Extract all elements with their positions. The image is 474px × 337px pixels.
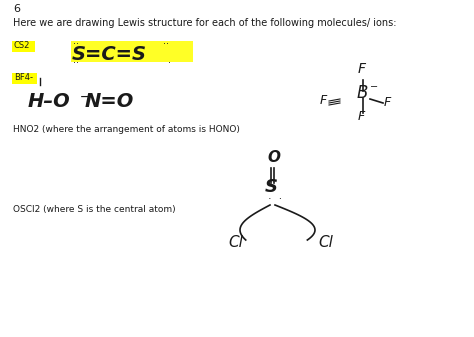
Text: Cl: Cl (318, 235, 333, 250)
Text: ··: ·· (73, 39, 79, 49)
Text: Here we are drawing Lewis structure for each of the following molecules/ ions:: Here we are drawing Lewis structure for … (13, 18, 396, 28)
FancyBboxPatch shape (71, 41, 193, 62)
Text: F: F (358, 62, 366, 76)
Text: O: O (267, 150, 280, 165)
Text: ·  ·: · · (268, 194, 282, 204)
Text: ··: ·· (163, 39, 169, 49)
Text: BF4-: BF4- (14, 73, 33, 82)
Text: −: − (370, 82, 378, 92)
Text: S: S (265, 178, 278, 196)
Text: ·: · (168, 58, 171, 68)
Text: F: F (384, 96, 391, 109)
FancyBboxPatch shape (12, 40, 36, 52)
Text: Cl: Cl (228, 235, 243, 250)
Text: ··: ·· (73, 58, 79, 68)
Text: 6: 6 (13, 4, 20, 14)
Text: OSCl2 (where S is the central atom): OSCl2 (where S is the central atom) (13, 205, 176, 214)
Text: N=O: N=O (85, 92, 134, 111)
Text: CS2: CS2 (14, 41, 30, 50)
Text: HNO2 (where the arrangement of atoms is HONO): HNO2 (where the arrangement of atoms is … (13, 125, 240, 134)
FancyBboxPatch shape (12, 72, 37, 84)
Text: H–O: H–O (28, 92, 71, 111)
Text: B: B (357, 84, 368, 102)
Text: F: F (358, 110, 365, 123)
Text: S=C=S: S=C=S (72, 45, 147, 64)
Text: F: F (320, 94, 327, 107)
Text: −: − (80, 92, 90, 102)
